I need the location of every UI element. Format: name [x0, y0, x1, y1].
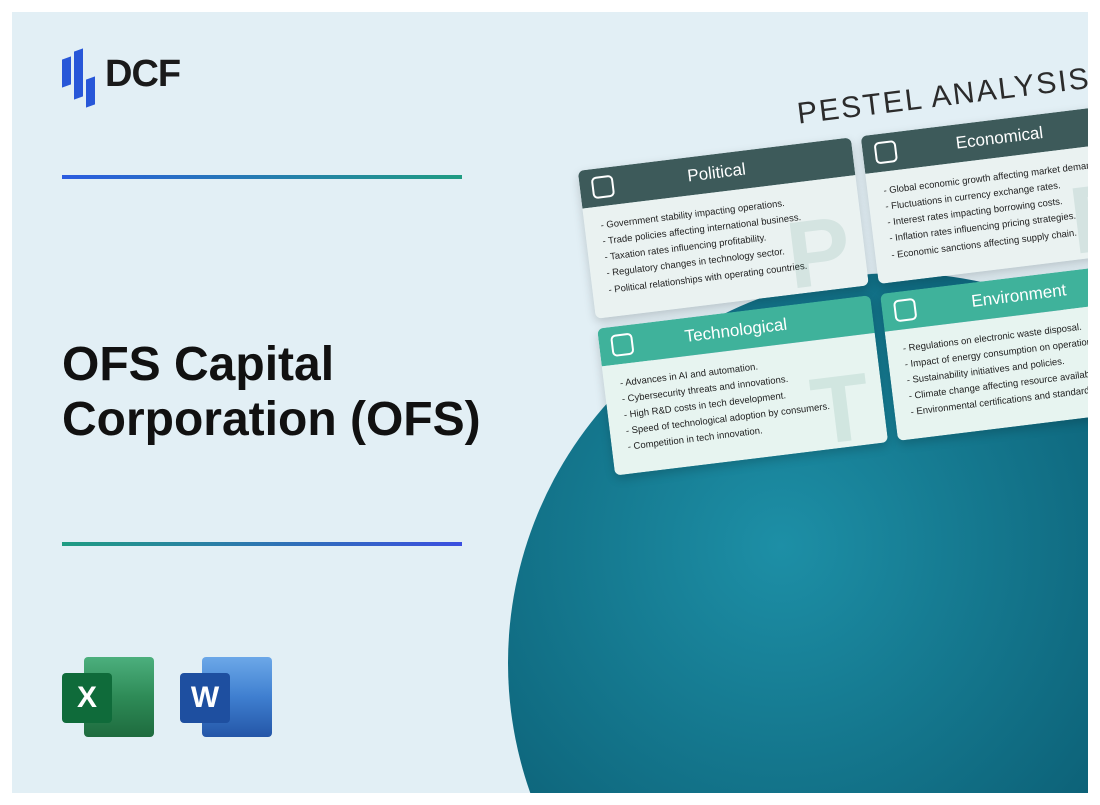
- divider-top: [62, 175, 462, 179]
- divider-bottom: [62, 542, 462, 546]
- pestel-card-icon: [893, 297, 918, 322]
- pestel-card: Political- Government stability impactin…: [578, 137, 869, 318]
- app-icons: X W: [62, 651, 272, 743]
- pestel-grid: Political- Government stability impactin…: [578, 103, 1088, 476]
- pestel-card: Environment- Regulations on electronic w…: [880, 260, 1088, 441]
- pestel-card-icon: [874, 140, 899, 165]
- pestel-card-title: Economical: [955, 123, 1045, 154]
- excel-badge: X: [62, 673, 112, 723]
- word-icon: W: [180, 651, 272, 743]
- pestel-card-title: Technological: [684, 314, 789, 346]
- pestel-card-title: Political: [686, 160, 747, 187]
- pestel-diagram: PESTEL ANALYSIS Political- Government st…: [572, 57, 1088, 476]
- canvas: DCF OFS Capital Corporation (OFS) X W PE…: [12, 12, 1088, 793]
- brand-logo: DCF: [62, 50, 180, 98]
- word-badge: W: [180, 673, 230, 723]
- pestel-card: Economical- Global economic growth affec…: [861, 103, 1088, 284]
- pestel-card-icon: [591, 175, 616, 200]
- logo-text: DCF: [105, 53, 180, 96]
- pestel-card-title: Environment: [970, 280, 1067, 311]
- logo-mark-icon: [62, 50, 95, 98]
- pestel-card-icon: [610, 332, 635, 357]
- excel-icon: X: [62, 651, 154, 743]
- page-title: OFS Capital Corporation (OFS): [62, 337, 542, 447]
